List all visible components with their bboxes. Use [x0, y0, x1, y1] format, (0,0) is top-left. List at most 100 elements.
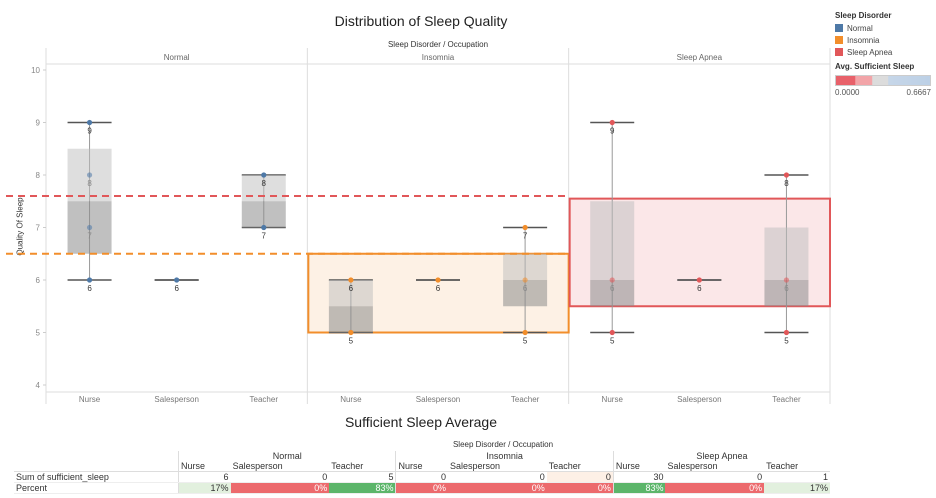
data-point — [261, 172, 267, 178]
table-cell: 1 — [764, 471, 830, 483]
data-point — [783, 172, 790, 178]
data-point — [783, 329, 790, 336]
x-tick-label: Teacher — [511, 395, 540, 404]
data-point — [783, 277, 790, 283]
data-label: 5 — [784, 337, 789, 346]
table-cell: 0% — [230, 482, 330, 494]
box-upper — [590, 201, 635, 280]
data-label: 7 — [87, 232, 92, 241]
table-title: Sufficient Sleep Average — [344, 414, 498, 430]
legend-item-insomnia[interactable]: Insomnia — [835, 34, 935, 46]
table-row: Sum of sufficient_sleep 6 0 5 0 0 0 30 0 1 — [14, 471, 830, 483]
data-label: 7 — [523, 232, 528, 241]
y-tick-label: 5 — [36, 329, 41, 338]
data-label: 6 — [523, 284, 528, 293]
box-lower — [241, 201, 286, 228]
legend-title: Sleep Disorder — [835, 11, 892, 20]
table-group-header: Normal — [177, 451, 396, 461]
gradient-bar — [835, 75, 931, 86]
group-header-sleep-apnea: Sleep Apnea — [677, 53, 723, 62]
box-upper — [764, 227, 809, 280]
table-cell: 0 — [230, 471, 330, 483]
table-cell: 0 — [546, 471, 614, 483]
table-cell: 83% — [612, 482, 666, 494]
legend-label: Sleep Apnea — [847, 47, 893, 57]
table-column-header: Salesperson — [665, 461, 765, 472]
table-cell: 6 — [177, 471, 231, 483]
y-tick-label: 7 — [36, 224, 41, 233]
data-point — [609, 119, 615, 126]
data-point — [86, 172, 93, 178]
group-header-normal: Normal — [164, 53, 190, 62]
table-cell: 0% — [448, 482, 547, 494]
gradient-legend-title: Avg. Sufficient Sleep — [835, 62, 915, 71]
table-column-row: Nurse Salesperson Teacher Nurse Salesperson T… — [14, 461, 830, 472]
data-label: 9 — [610, 127, 615, 136]
table-cell: 0 — [448, 471, 547, 483]
y-tick-label: 10 — [31, 66, 40, 75]
table-row-label: Sum of sufficient_sleep — [14, 471, 179, 483]
gradient-max-label: 0.6667 — [906, 88, 931, 97]
table-column-header: Teacher — [546, 461, 614, 472]
data-label: 9 — [87, 127, 92, 136]
data-label: 8 — [87, 179, 92, 188]
summary-table: Normal Insomnia Sleep Apnea Nurse Salesperso… — [14, 451, 830, 494]
data-point — [86, 119, 93, 126]
data-point — [174, 277, 180, 283]
data-label: 8 — [262, 179, 267, 188]
legend-swatch — [835, 24, 843, 32]
legend-item-sleep-apnea[interactable]: Sleep Apnea — [835, 46, 935, 58]
box-chart-header: Sleep Disorder / Occupation — [387, 40, 489, 49]
legend: Sleep Disorder Normal Insomnia Sleep Apnea… — [835, 11, 935, 97]
table-cell: 5 — [329, 471, 396, 483]
table-cell: 0 — [665, 471, 765, 483]
table-group-header: Insomnia — [395, 451, 614, 461]
x-tick-label: Nurse — [340, 395, 362, 404]
box-upper — [328, 280, 373, 307]
table-row-label: Percent — [14, 482, 179, 494]
x-tick-label: Salesperson — [677, 395, 721, 404]
data-label: 5 — [610, 337, 615, 346]
data-point — [86, 277, 93, 283]
table-cell: 17% — [177, 482, 231, 494]
x-tick-label: Nurse — [79, 395, 101, 404]
x-tick-label: Salesperson — [154, 395, 198, 404]
data-point — [609, 277, 615, 283]
data-point — [348, 277, 354, 283]
x-tick-label: Teacher — [250, 395, 279, 404]
table-column-header: Nurse — [177, 461, 231, 472]
data-label: 5 — [523, 337, 528, 346]
table-corner — [14, 461, 179, 472]
table-cell: 83% — [329, 482, 396, 494]
table-header: Sleep Disorder / Occupation — [452, 440, 554, 449]
data-label: 8 — [784, 179, 789, 188]
data-point — [435, 277, 441, 283]
box-plot: Normal Nurse Salesperson Teacher Insomnia Nur… — [6, 48, 832, 404]
table-row: Percent 17% 0% 83% 0% 0% 0% 83% 0% 17% — [14, 482, 830, 494]
table-group-row: Normal Insomnia Sleep Apnea — [14, 451, 830, 461]
table-corner — [14, 451, 179, 461]
box-lower — [503, 280, 548, 307]
table-cell: 0 — [395, 471, 449, 483]
legend-swatch — [835, 48, 843, 56]
legend-item-normal[interactable]: Normal — [835, 22, 935, 34]
x-tick-label: Nurse — [602, 395, 624, 404]
data-point — [86, 224, 93, 231]
legend-swatch — [835, 36, 843, 44]
legend-label: Insomnia — [847, 35, 880, 45]
box-lower — [590, 280, 635, 307]
table-group-header: Sleep Apnea — [612, 451, 830, 461]
y-tick-label: 8 — [36, 171, 41, 180]
data-label: 6 — [610, 284, 615, 293]
box-lower — [328, 306, 373, 333]
box-chart-title: Distribution of Sleep Quality — [334, 13, 508, 29]
group-header-insomnia: Insomnia — [422, 53, 455, 62]
data-point — [522, 329, 528, 336]
data-label: 5 — [349, 337, 354, 346]
legend-label: Normal — [847, 23, 873, 33]
table-cell: 0% — [546, 482, 614, 494]
data-point — [522, 224, 528, 231]
y-tick-label: 6 — [36, 276, 41, 285]
table-cell: 0% — [395, 482, 449, 494]
data-label: 6 — [784, 284, 789, 293]
